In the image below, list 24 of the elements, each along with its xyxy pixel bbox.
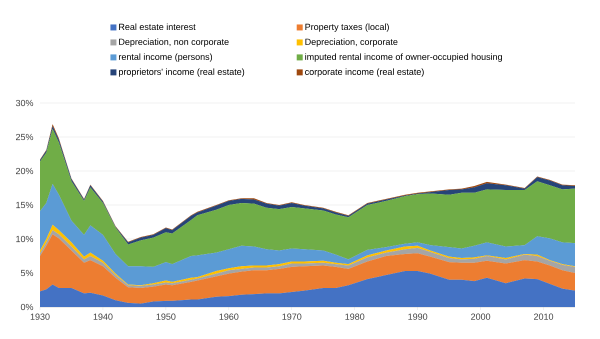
legend-label: Depreciation, non corporate <box>119 38 229 47</box>
y-tick-label: 10% <box>16 236 34 242</box>
y-tick-label: 5% <box>20 270 34 276</box>
y-tick-label: 0% <box>20 304 34 310</box>
legend-label: corporate income (real estate) <box>305 68 424 77</box>
legend-label: Depreciation, corporate <box>305 38 398 47</box>
legend-label: rental income (persons) <box>119 53 212 62</box>
y-tick-label: 30% <box>16 100 34 106</box>
x-tick-label: 1970 <box>282 314 302 320</box>
x-tick-label: 2010 <box>534 314 554 320</box>
y-tick-label: 15% <box>16 202 34 208</box>
y-tick-label: 25% <box>16 134 34 140</box>
y-tick-label: 20% <box>16 168 34 174</box>
x-tick-label: 2000 <box>471 314 490 320</box>
x-tick-label: 1980 <box>345 314 364 320</box>
x-tick-label: 1990 <box>408 314 428 320</box>
x-tick-label: 1950 <box>156 314 176 320</box>
legend-label: imputed rental income of owner-occupied housing <box>305 53 502 62</box>
x-tick-label: 1940 <box>94 314 113 320</box>
x-tick-label: 1930 <box>30 314 50 320</box>
legend-label: Real estate interest <box>119 23 196 30</box>
x-tick-label: 1960 <box>220 314 238 320</box>
legend-label: proprietors' income (real estate) <box>119 68 244 77</box>
legend-label: Property taxes (local) <box>305 23 389 32</box>
